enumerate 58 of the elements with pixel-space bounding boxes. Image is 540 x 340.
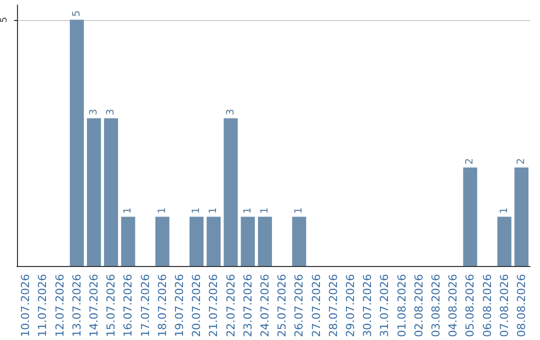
data-label: 1 bbox=[122, 207, 134, 214]
x-tick-label: 22.07.2026 bbox=[224, 274, 238, 338]
x-tick-label: 29.07.2026 bbox=[344, 274, 357, 338]
x-tick-label: 13.07.2026 bbox=[70, 274, 84, 338]
x-tick-label: 19.07.2026 bbox=[172, 274, 186, 338]
x-tick-label: 04.08.2026 bbox=[446, 274, 460, 338]
x-tick-label: 27.07.2026 bbox=[310, 274, 323, 338]
data-label: 1 bbox=[156, 207, 168, 214]
x-tick-label: 18.07.2026 bbox=[156, 274, 169, 338]
bar bbox=[70, 20, 84, 266]
data-label: 5 bbox=[71, 10, 82, 17]
bar bbox=[240, 216, 255, 266]
bar bbox=[224, 118, 238, 266]
data-label: 1 bbox=[259, 207, 270, 214]
bar bbox=[258, 216, 272, 266]
x-tick-label: 02.08.2026 bbox=[412, 274, 426, 338]
bar bbox=[463, 168, 478, 266]
x-tick-label: 25.07.2026 bbox=[276, 274, 289, 338]
bar bbox=[121, 216, 136, 266]
x-tick-label: 31.07.2026 bbox=[378, 274, 392, 338]
x-tick-label: 08.08.2026 bbox=[514, 274, 528, 338]
data-label: 1 bbox=[242, 207, 254, 214]
data-label: 3 bbox=[88, 108, 100, 116]
x-tick-label: 06.08.2026 bbox=[480, 274, 494, 338]
x-tick-label: 03.08.2026 bbox=[429, 274, 442, 338]
x-tick-label: 15.07.2026 bbox=[104, 274, 118, 338]
data-label: 2 bbox=[464, 158, 476, 165]
x-tick-label: 10.07.2026 bbox=[19, 274, 32, 338]
x-tick-label: 07.08.2026 bbox=[498, 274, 511, 338]
x-tick-label: 26.07.2026 bbox=[292, 274, 306, 338]
x-tick-label: 24.07.2026 bbox=[258, 274, 272, 338]
x-tick-label: 12.07.2026 bbox=[53, 274, 66, 338]
data-label: 1 bbox=[498, 207, 510, 214]
data-label: 3 bbox=[106, 108, 117, 116]
x-tick-label: 01.08.2026 bbox=[395, 274, 408, 338]
bar bbox=[86, 118, 101, 266]
bar bbox=[155, 216, 170, 266]
bar bbox=[190, 216, 204, 266]
x-tick-label: 16.07.2026 bbox=[122, 274, 135, 338]
x-tick-label: 28.07.2026 bbox=[326, 274, 340, 338]
bar bbox=[206, 216, 221, 266]
data-label: 2 bbox=[516, 158, 527, 165]
bar bbox=[104, 118, 118, 266]
x-tick-label: 11.07.2026 bbox=[36, 274, 50, 338]
bar bbox=[514, 168, 528, 266]
data-label: 1 bbox=[294, 207, 305, 214]
x-tick-label: 05.08.2026 bbox=[464, 274, 477, 338]
x-tick-label: 14.07.2026 bbox=[87, 274, 100, 338]
x-tick-label: 23.07.2026 bbox=[241, 274, 254, 338]
bar bbox=[497, 216, 512, 266]
x-tick-label: 21.07.2026 bbox=[207, 274, 220, 338]
x-tick-label: 17.07.2026 bbox=[138, 274, 152, 338]
x-tick-label: 30.07.2026 bbox=[361, 274, 374, 338]
data-label: 1 bbox=[208, 207, 220, 214]
data-label: 3 bbox=[225, 108, 236, 116]
x-tick-label: 20.07.2026 bbox=[190, 274, 204, 338]
data-label: 1 bbox=[191, 207, 202, 214]
bar bbox=[292, 216, 306, 266]
